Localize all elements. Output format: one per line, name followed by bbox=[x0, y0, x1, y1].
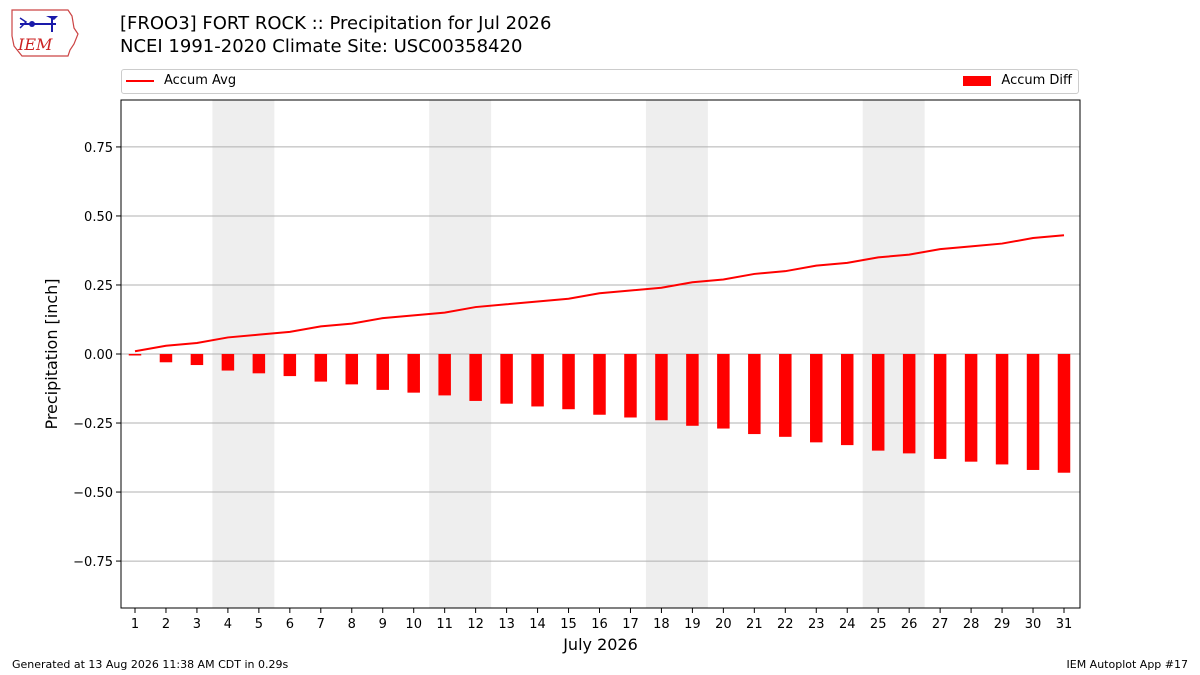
x-tick-label: 24 bbox=[839, 617, 856, 632]
x-tick-label: 12 bbox=[467, 617, 484, 632]
app-label: IEM Autoplot App #17 bbox=[1066, 658, 1189, 671]
accum-diff-bar bbox=[624, 354, 637, 418]
x-tick-label: 31 bbox=[1056, 617, 1073, 632]
y-tick-label: −0.75 bbox=[73, 555, 113, 570]
legend-label-accum-avg: Accum Avg bbox=[164, 73, 237, 88]
accum-diff-bar bbox=[655, 354, 668, 421]
y-axis-label: Precipitation [inch] bbox=[42, 278, 61, 429]
x-axis-ticks: 1 2 3 4 5 6 7 8 9 10 11 12 13 14 15 16 17 18 19 20 21 22 23 24 2… bbox=[131, 608, 1072, 632]
accum-diff-bar bbox=[345, 354, 359, 385]
accum-diff-bar bbox=[748, 354, 761, 435]
x-tick-label: 28 bbox=[963, 617, 980, 632]
accum-diff-bar bbox=[810, 354, 823, 443]
accum-diff-bar bbox=[438, 354, 451, 396]
accum-diff-bar bbox=[1026, 354, 1040, 470]
x-tick-label: 9 bbox=[379, 617, 387, 632]
accum-diff-bar bbox=[407, 354, 420, 393]
legend-label-accum-diff: Accum Diff bbox=[1001, 73, 1072, 88]
iem-logo: IEM bbox=[11, 9, 79, 57]
accum-diff-bar bbox=[376, 354, 389, 390]
accum-diff-bar bbox=[283, 354, 297, 377]
x-tick-label: 4 bbox=[224, 617, 232, 632]
accum-diff-bar bbox=[531, 354, 544, 407]
y-tick-label: 0.75 bbox=[84, 141, 113, 156]
x-tick-label: 19 bbox=[684, 617, 701, 632]
accum-diff-bar bbox=[686, 354, 699, 426]
accum-diff-bar bbox=[314, 354, 328, 382]
accum-diff-bar bbox=[1057, 354, 1071, 473]
title-line-2: NCEI 1991-2020 Climate Site: USC00358420 bbox=[120, 36, 523, 57]
x-tick-label: 22 bbox=[777, 617, 794, 632]
x-tick-label: 11 bbox=[436, 617, 453, 632]
y-tick-label: 0.50 bbox=[84, 210, 113, 225]
x-tick-label: 2 bbox=[162, 617, 170, 632]
accum-diff-bar bbox=[779, 354, 792, 437]
chart-title: [FROO3] FORT ROCK :: Precipitation for J… bbox=[120, 12, 551, 58]
accum-diff-bar bbox=[995, 354, 1009, 465]
x-tick-label: 13 bbox=[498, 617, 515, 632]
accum-diff-bar bbox=[964, 354, 978, 462]
y-tick-label: −0.25 bbox=[73, 417, 113, 432]
accum-diff-bar bbox=[128, 354, 142, 356]
x-tick-label: 29 bbox=[994, 617, 1011, 632]
x-tick-label: 5 bbox=[255, 617, 263, 632]
x-tick-label: 6 bbox=[286, 617, 294, 632]
legend-bar-swatch bbox=[963, 75, 992, 86]
generated-timestamp: Generated at 13 Aug 2026 11:38 AM CDT in… bbox=[12, 658, 289, 671]
accum-diff-bar bbox=[221, 354, 235, 371]
x-tick-label: 23 bbox=[808, 617, 825, 632]
accum-diff-bar bbox=[562, 354, 575, 410]
x-tick-label: 30 bbox=[1025, 617, 1042, 632]
accum-diff-bar bbox=[717, 354, 730, 429]
x-tick-label: 21 bbox=[746, 617, 763, 632]
accum-diff-bar bbox=[159, 354, 173, 363]
x-tick-label: 14 bbox=[529, 617, 546, 632]
x-tick-label: 10 bbox=[405, 617, 422, 632]
y-tick-label: −0.50 bbox=[73, 486, 113, 501]
legend: Accum Avg Accum Diff bbox=[121, 69, 1079, 94]
legend-item-accum-avg: Accum Avg bbox=[126, 73, 236, 88]
x-tick-label: 17 bbox=[622, 617, 639, 632]
x-tick-label: 20 bbox=[715, 617, 732, 632]
x-tick-label: 1 bbox=[131, 617, 139, 632]
x-tick-label: 8 bbox=[348, 617, 356, 632]
x-tick-label: 7 bbox=[317, 617, 325, 632]
x-tick-label: 25 bbox=[870, 617, 887, 632]
x-tick-label: 3 bbox=[193, 617, 201, 632]
x-tick-label: 15 bbox=[560, 617, 577, 632]
y-tick-label: 0.25 bbox=[84, 279, 113, 294]
accum-diff-bar bbox=[469, 354, 482, 401]
x-tick-label: 18 bbox=[653, 617, 670, 632]
accum-diff-bar bbox=[500, 354, 513, 404]
accum-diff-bar bbox=[902, 354, 916, 454]
accum-diff-bar bbox=[871, 354, 885, 451]
x-tick-label: 16 bbox=[591, 617, 608, 632]
accum-diff-bar bbox=[190, 354, 204, 366]
accum-diff-bar bbox=[933, 354, 947, 459]
x-tick-label: 27 bbox=[932, 617, 949, 632]
accum-avg-line bbox=[134, 234, 1065, 353]
x-tick-label: 26 bbox=[901, 617, 918, 632]
legend-item-accum-diff: Accum Diff bbox=[963, 73, 1072, 88]
accum-diff-bar bbox=[840, 354, 854, 446]
accum-diff-bar bbox=[593, 354, 606, 415]
legend-line-swatch bbox=[126, 79, 154, 82]
accum-avg-line-group bbox=[134, 234, 1065, 353]
x-axis-label: July 2026 bbox=[562, 635, 638, 654]
accum-diff-bar bbox=[252, 354, 266, 374]
accum-diff-bars bbox=[128, 354, 1071, 473]
y-axis-ticks: −0.75 −0.50 −0.25 0.00 0.25 0.50 0.75 bbox=[73, 141, 121, 570]
gridlines bbox=[121, 146, 1080, 562]
title-line-1: [FROO3] FORT ROCK :: Precipitation for J… bbox=[120, 13, 552, 34]
svg-text:IEM: IEM bbox=[17, 35, 53, 54]
y-tick-label: 0.00 bbox=[84, 348, 113, 363]
